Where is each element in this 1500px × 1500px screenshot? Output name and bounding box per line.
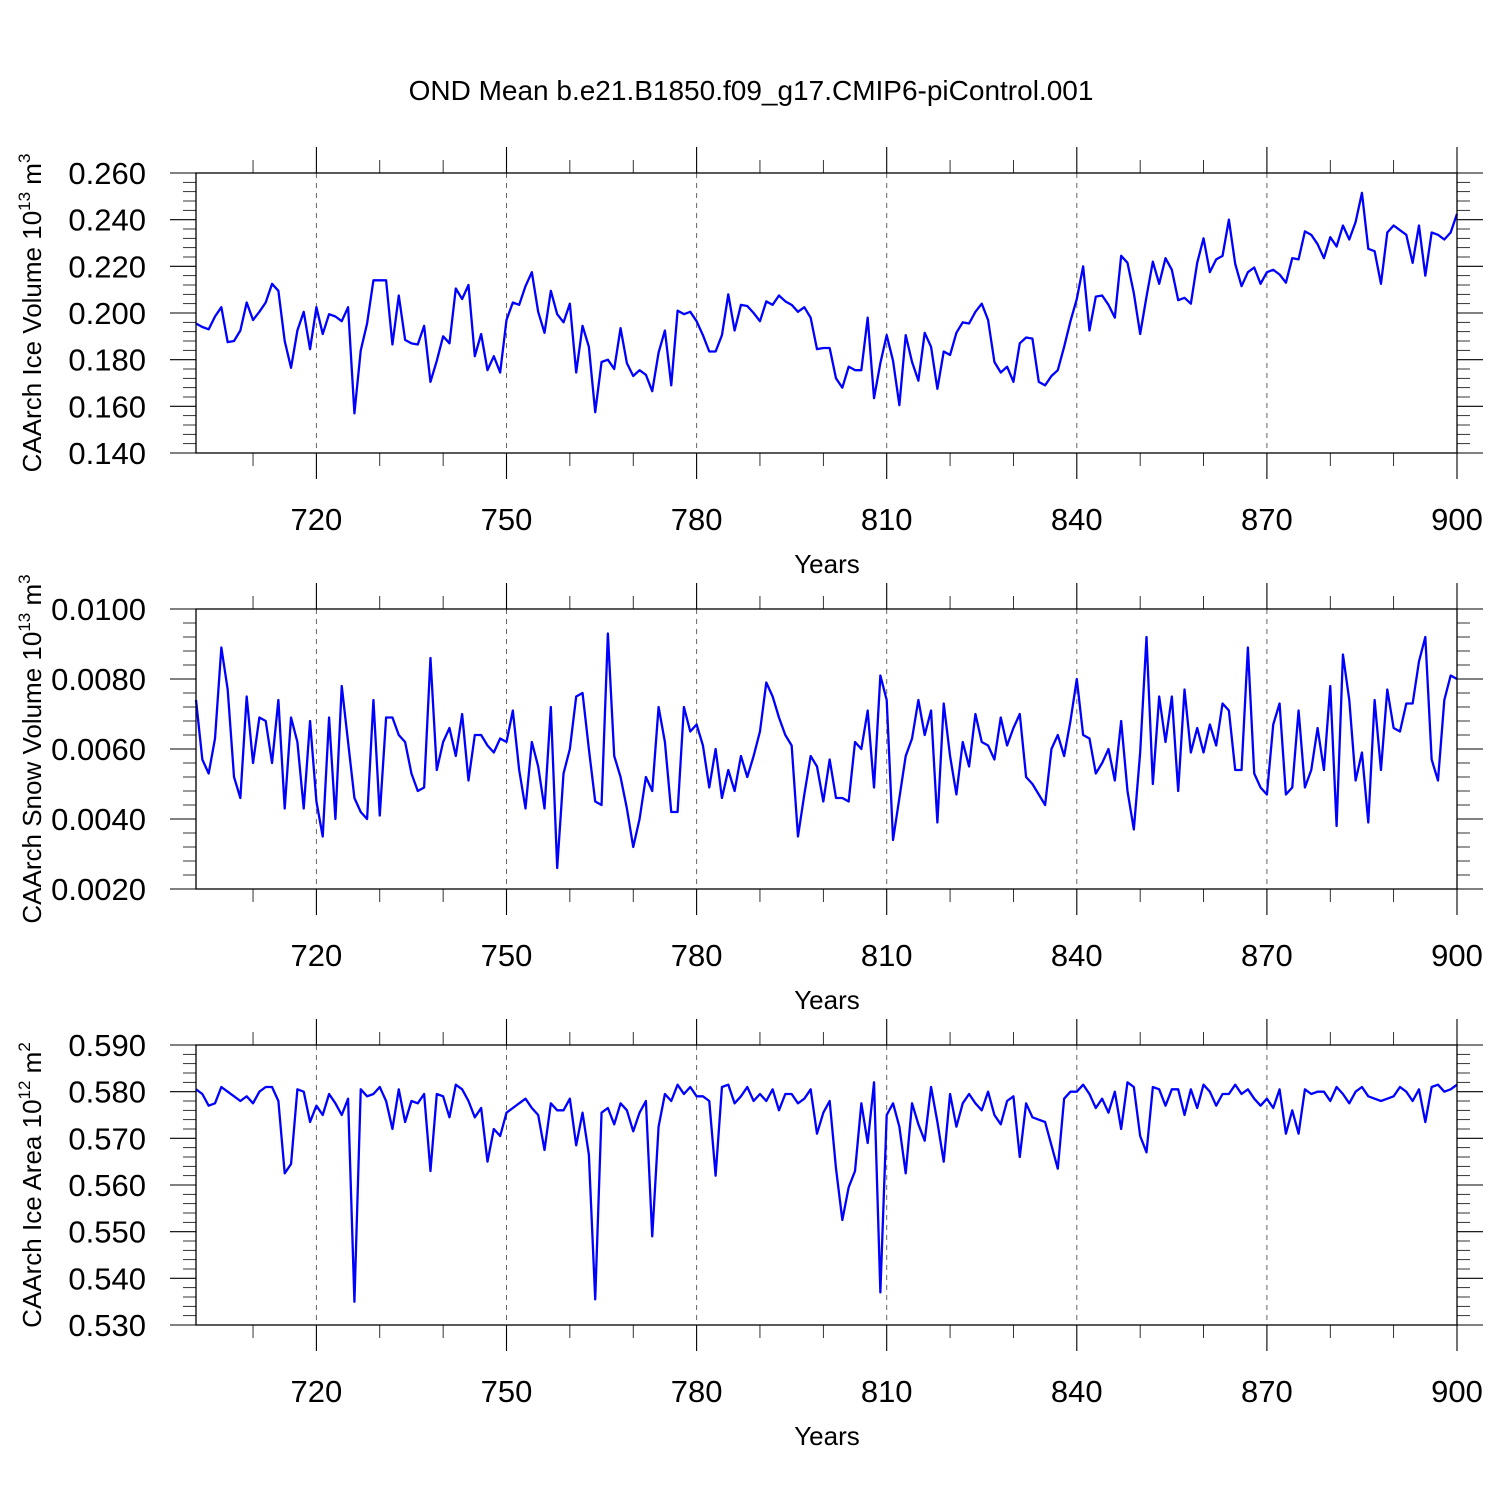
x-tick-label: 870 bbox=[1241, 938, 1293, 973]
y-tick-label: 0.560 bbox=[68, 1168, 146, 1203]
chart-title: OND Mean b.e21.B1850.f09_g17.CMIP6-piCon… bbox=[409, 75, 1094, 106]
x-tick-label: 840 bbox=[1051, 1374, 1103, 1409]
y-axis-label-unit-exponent: 3 bbox=[15, 154, 34, 163]
series-line bbox=[194, 632, 1458, 870]
y-tick-label: 0.240 bbox=[68, 203, 146, 238]
y-tick-label: 0.260 bbox=[68, 156, 146, 191]
y-tick-label: 0.0020 bbox=[51, 872, 146, 907]
x-tick-label: 870 bbox=[1241, 1374, 1293, 1409]
y-axis-label-unit-exponent: 2 bbox=[15, 1042, 34, 1051]
x-tick-label: 720 bbox=[291, 938, 343, 973]
y-tick-label: 0.0100 bbox=[51, 592, 146, 627]
plot-frame bbox=[195, 608, 1458, 890]
x-tick-label: 900 bbox=[1431, 502, 1483, 537]
y-axis-label: CAArch Ice Area 1012 m2 bbox=[15, 1042, 47, 1328]
y-axis-label-text: CAArch Snow Volume 10 bbox=[17, 632, 47, 924]
y-tick-label: 0.0040 bbox=[51, 802, 146, 837]
x-tick-label: 810 bbox=[861, 502, 913, 537]
x-tick-label: 750 bbox=[481, 1374, 533, 1409]
x-tick-label: 810 bbox=[861, 938, 913, 973]
plot-frame bbox=[195, 1044, 1458, 1326]
y-tick-label: 0.220 bbox=[68, 249, 146, 284]
x-tick-label: 720 bbox=[291, 502, 343, 537]
chart-panel-3: 720 750 780 810 840 870 900 0.530 0.540 0.550 0.56… bbox=[15, 1019, 1483, 1451]
x-tick-label: 780 bbox=[671, 502, 723, 537]
chart-panel-2: 720 750 780 810 840 870 900 0.0020 0.0040 0.0060 0… bbox=[15, 574, 1483, 1015]
y-tick-label: 0.140 bbox=[68, 436, 146, 471]
x-tick-label: 780 bbox=[671, 938, 723, 973]
y-tick-label: 0.590 bbox=[68, 1028, 146, 1063]
y-axis-label-unit-exponent: 3 bbox=[15, 574, 34, 583]
y-axis-label-text: CAArch Ice Area 10 bbox=[17, 1099, 47, 1327]
x-tick-label: 840 bbox=[1051, 938, 1103, 973]
y-axis-label-unit: m bbox=[17, 163, 47, 192]
y-tick-label: 0.550 bbox=[68, 1215, 146, 1250]
y-axis-label: CAArch Snow Volume 1013 m3 bbox=[15, 574, 47, 923]
y-axis-label-exponent: 13 bbox=[15, 192, 34, 211]
y-tick-label: 0.530 bbox=[68, 1308, 146, 1343]
plot-frame bbox=[195, 172, 1458, 454]
x-axis-label: Years bbox=[794, 985, 860, 1015]
series-line bbox=[195, 1081, 1458, 1303]
x-tick-label: 780 bbox=[671, 1374, 723, 1409]
y-tick-label: 0.0080 bbox=[51, 662, 146, 697]
y-tick-label: 0.200 bbox=[68, 296, 146, 331]
x-tick-label: 810 bbox=[861, 1374, 913, 1409]
x-tick-label: 750 bbox=[481, 502, 533, 537]
y-axis-label-unit: m bbox=[17, 584, 47, 613]
y-tick-label: 0.0060 bbox=[51, 732, 146, 767]
series-line bbox=[195, 191, 1459, 415]
y-axis-label-exponent: 12 bbox=[15, 1081, 34, 1100]
x-axis-label: Years bbox=[794, 1421, 860, 1451]
x-tick-label: 900 bbox=[1431, 938, 1483, 973]
y-tick-label: 0.540 bbox=[68, 1261, 146, 1296]
y-axis-label-exponent: 13 bbox=[15, 613, 34, 632]
y-axis-label: CAArch Ice Volume 1013 m3 bbox=[15, 154, 47, 473]
chart-panel-1: 720 750 780 810 840 870 900 0.140 0.160 0.180 0.20… bbox=[15, 147, 1483, 579]
y-axis-label-unit: m bbox=[17, 1052, 47, 1081]
x-tick-label: 750 bbox=[481, 938, 533, 973]
x-tick-label: 870 bbox=[1241, 502, 1293, 537]
y-axis-label-text: CAArch Ice Volume 10 bbox=[17, 211, 47, 473]
y-tick-label: 0.180 bbox=[68, 343, 146, 378]
y-tick-label: 0.570 bbox=[68, 1121, 146, 1156]
y-tick-label: 0.160 bbox=[68, 389, 146, 424]
x-tick-label: 720 bbox=[291, 1374, 343, 1409]
x-tick-label: 840 bbox=[1051, 502, 1103, 537]
y-tick-label: 0.580 bbox=[68, 1075, 146, 1110]
x-axis-label: Years bbox=[794, 549, 860, 579]
x-tick-label: 900 bbox=[1431, 1374, 1483, 1409]
